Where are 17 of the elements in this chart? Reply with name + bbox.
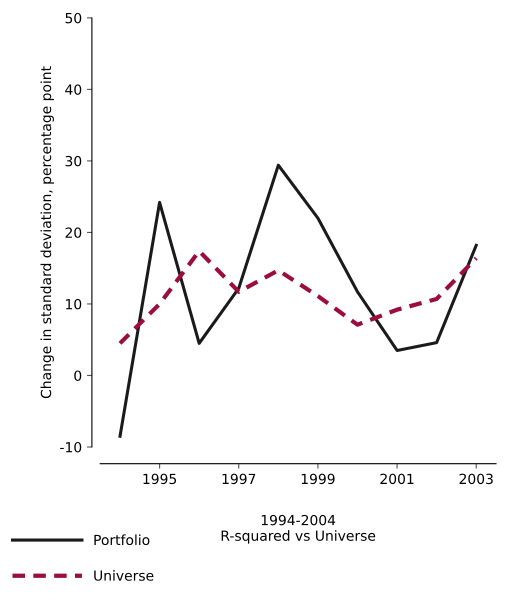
y-tick-label: 10 [66,298,82,310]
y-tick-label: -10 [60,442,82,452]
x-tick-label: 2003 [460,474,493,484]
x-axis-title: 1994-2004 R-squared vs Universe [222,514,376,544]
x-tick-label: 1999 [302,474,335,484]
y-tick-label: 0 [74,370,82,381]
y-tick-label: 50 [66,12,82,24]
x-tick-label: 1995 [143,474,176,484]
legend-label: Universe [94,570,154,581]
y-axis-title: Change in standard deviation, percentage point [40,66,54,398]
y-tick-label: 40 [65,84,82,95]
x-tick-label: 2001 [380,474,414,484]
line-series [118,164,478,438]
y-tick-label: 20 [66,227,82,238]
x-tick-label: 1997 [222,474,256,484]
y-tick-label: 30 [66,156,82,166]
legend-label: Portfolio [94,534,150,546]
